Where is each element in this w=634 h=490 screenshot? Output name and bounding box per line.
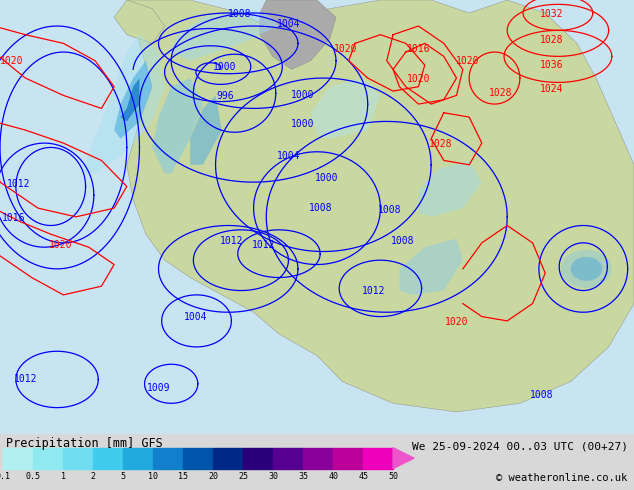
Text: 1000: 1000 (291, 90, 315, 100)
Text: 1004: 1004 (183, 313, 207, 322)
Text: We 25-09-2024 00..03 UTC (00+27): We 25-09-2024 00..03 UTC (00+27) (411, 441, 628, 451)
Text: 20: 20 (208, 472, 218, 481)
Bar (213, 448, 243, 468)
Text: 1000: 1000 (314, 173, 339, 183)
Bar (3, 448, 33, 468)
Bar (33, 448, 63, 468)
Polygon shape (82, 35, 165, 173)
Text: 1000: 1000 (213, 62, 237, 72)
Polygon shape (127, 0, 634, 412)
Text: 1009: 1009 (146, 383, 171, 393)
Text: 1032: 1032 (540, 9, 564, 19)
Text: 1008: 1008 (228, 9, 252, 19)
Text: 1008: 1008 (530, 390, 554, 400)
Bar (363, 448, 393, 468)
Text: 1024: 1024 (540, 84, 564, 94)
Polygon shape (114, 0, 165, 44)
Text: 1004: 1004 (276, 151, 301, 161)
Polygon shape (311, 78, 380, 139)
Polygon shape (190, 96, 222, 165)
Text: 1012: 1012 (13, 374, 37, 385)
Text: Precipitation [mm] GFS: Precipitation [mm] GFS (6, 437, 163, 450)
Text: 1012: 1012 (7, 179, 31, 189)
Text: 1028: 1028 (429, 139, 453, 149)
Bar (183, 448, 213, 468)
Text: 1036: 1036 (540, 60, 564, 70)
Bar (303, 448, 333, 468)
Text: 1: 1 (61, 472, 66, 481)
Text: 1008: 1008 (308, 203, 332, 213)
Ellipse shape (561, 250, 612, 288)
Text: 5: 5 (120, 472, 126, 481)
Text: 2: 2 (91, 472, 96, 481)
Text: 1008: 1008 (391, 236, 415, 245)
Polygon shape (152, 78, 203, 173)
Bar (273, 448, 303, 468)
Text: 1020: 1020 (456, 56, 480, 66)
Text: 1020: 1020 (333, 44, 358, 53)
Text: 996: 996 (216, 91, 234, 101)
Text: 0.1: 0.1 (0, 472, 11, 481)
Text: 10: 10 (148, 472, 158, 481)
Text: 30: 30 (268, 472, 278, 481)
Polygon shape (418, 160, 482, 217)
Text: 25: 25 (238, 472, 248, 481)
Text: 1016: 1016 (406, 44, 430, 53)
Polygon shape (114, 61, 152, 139)
Text: © weatheronline.co.uk: © weatheronline.co.uk (496, 472, 628, 483)
Bar (153, 448, 183, 468)
Text: 1012: 1012 (362, 286, 386, 295)
Bar (243, 448, 273, 468)
Polygon shape (399, 239, 463, 295)
Text: 1008: 1008 (378, 205, 402, 215)
Polygon shape (260, 0, 336, 70)
Text: 1020: 1020 (48, 240, 72, 250)
Polygon shape (171, 9, 279, 61)
Bar (63, 448, 93, 468)
Text: 1020: 1020 (406, 74, 430, 84)
Text: 0.5: 0.5 (25, 472, 41, 481)
Bar (123, 448, 153, 468)
Ellipse shape (571, 257, 602, 281)
Text: 1028: 1028 (489, 88, 513, 98)
Text: 1020: 1020 (444, 317, 469, 327)
Bar (93, 448, 123, 468)
Text: 1004: 1004 (276, 19, 301, 29)
Text: 50: 50 (388, 472, 398, 481)
Text: 15: 15 (178, 472, 188, 481)
Polygon shape (393, 448, 414, 468)
Text: 45: 45 (358, 472, 368, 481)
Bar (333, 448, 363, 468)
Text: 1020: 1020 (0, 56, 23, 66)
Text: 40: 40 (328, 472, 338, 481)
Text: 1000: 1000 (291, 119, 315, 128)
Text: 1012: 1012 (251, 240, 275, 250)
Text: 1016: 1016 (2, 213, 26, 222)
Text: 1012: 1012 (219, 236, 243, 245)
Text: 35: 35 (298, 472, 308, 481)
Polygon shape (120, 78, 139, 122)
Text: 1028: 1028 (540, 35, 564, 45)
